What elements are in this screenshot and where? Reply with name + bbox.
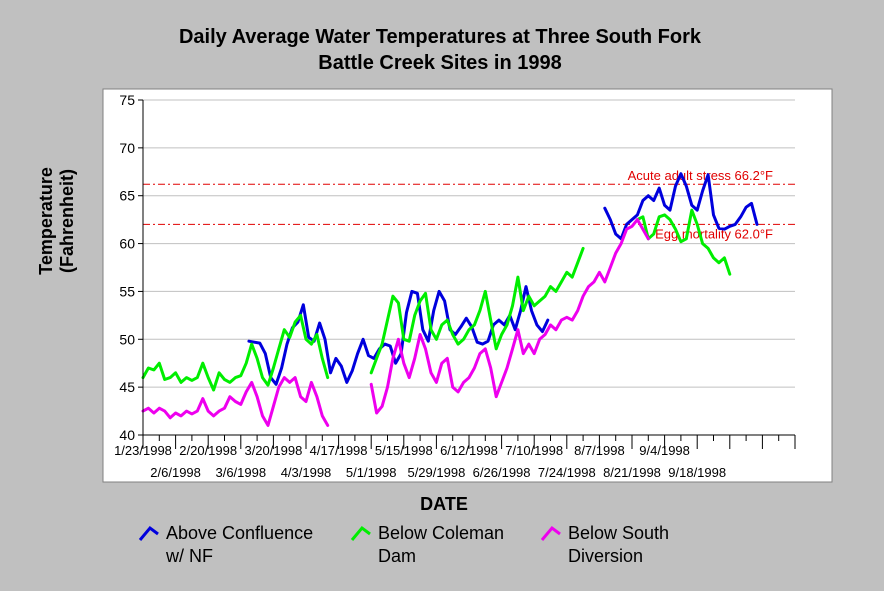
y-axis-label-line2: (Fahrenheit)	[57, 169, 77, 273]
chart-title-line2: Battle Creek Sites in 1998	[318, 52, 562, 74]
x-tick-label-7-10-1998: 7/10/1998	[505, 443, 563, 458]
x-tick-label-5-1-1998: 5/1/1998	[346, 465, 397, 480]
series-line-below-south	[141, 218, 650, 427]
chart-title-line1: Daily Average Water Temperatures at Thre…	[178, 26, 701, 48]
legend-label-above-confluence-2: w/ NF	[166, 546, 213, 566]
legend-label-below-south-1: Below South	[568, 523, 670, 543]
y-tick-label-40: 40	[119, 427, 135, 443]
x-tick-label-4-17-1998: 4/17/1998	[310, 443, 368, 458]
legend-swatch-below-coleman	[350, 525, 371, 541]
x-tick-label-3-6-1998: 3/6/1998	[215, 465, 266, 480]
x-tick-label-5-15-1998: 5/15/1998	[375, 443, 433, 458]
axes	[138, 99, 796, 449]
chart-title: Daily Average Water Temperatures at Thre…	[60, 24, 820, 76]
legend-label-below-coleman-2: Dam	[378, 546, 417, 566]
y-tick-label-65: 65	[119, 188, 135, 204]
x-tick-label-5-29-1998: 5/29/1998	[407, 465, 465, 480]
x-tick-label-6-26-1998: 6/26/1998	[473, 465, 531, 480]
y-axis-label-line1: Temperature	[36, 167, 56, 275]
legend-swatch-below-south	[540, 525, 561, 541]
legend-swatch-above-confluence	[138, 525, 159, 541]
legend-label-below-coleman-1: Below Coleman	[378, 523, 505, 543]
reference-label-acute-stress: Acute adult stress 66.2°F	[628, 168, 773, 183]
x-tick-label-8-21-1998: 8/21/1998	[603, 465, 661, 480]
x-tick-label-7-24-1998: 7/24/1998	[538, 465, 596, 480]
y-tick-label-75: 75	[119, 92, 135, 108]
y-axis-label: Temperature (Fahrenheit)	[36, 167, 77, 275]
y-tick-label-55: 55	[119, 283, 135, 299]
x-tick-labels: 1/23/1998 2/20/1998 3/20/1998 4/17/1998 5/15…	[114, 443, 726, 480]
y-tick-label-45: 45	[119, 379, 135, 395]
y-tick-label-60: 60	[119, 236, 135, 252]
x-tick-label-9-18-1998: 9/18/1998	[668, 465, 726, 480]
y-tick-label-50: 50	[119, 331, 135, 347]
series-lines	[141, 172, 759, 427]
x-tick-label-6-12-1998: 6/12/1998	[440, 443, 498, 458]
grid-lines	[143, 99, 795, 388]
x-tick-label-8-7-1998: 8/7/1998	[574, 443, 625, 458]
x-tick-label-1-23-1998: 1/23/1998	[114, 443, 172, 458]
x-tick-label-9-4-1998: 9/4/1998	[639, 443, 690, 458]
series-line-below-coleman	[141, 208, 732, 392]
reference-label-egg-mortality: Egg mortality 62.0°F	[655, 226, 773, 241]
x-tick-label-2-20-1998: 2/20/1998	[179, 443, 237, 458]
x-tick-label-3-20-1998: 3/20/1998	[244, 443, 302, 458]
x-tick-label-2-6-1998: 2/6/1998	[150, 465, 201, 480]
plot-panel	[102, 88, 833, 483]
x-axis-label: DATE	[420, 494, 468, 514]
x-tick-label-4-3-1998: 4/3/1998	[281, 465, 332, 480]
legend-label-above-confluence-1: Above Confluence	[166, 523, 314, 543]
y-tick-labels: 40 45 50 55 60 65 70 75	[119, 92, 135, 443]
y-tick-label-70: 70	[119, 140, 135, 156]
legend-label-below-south-2: Diversion	[568, 546, 644, 566]
